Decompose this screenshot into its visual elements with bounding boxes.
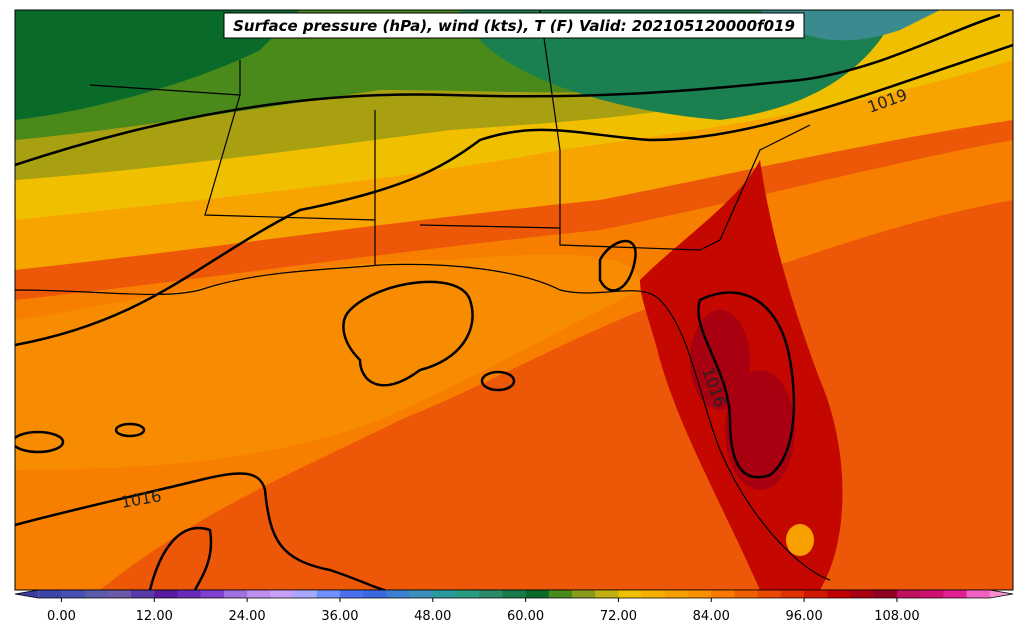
warm-spot	[786, 524, 814, 556]
colorbar-bin	[780, 590, 805, 598]
colorbar-bin	[618, 590, 643, 598]
colorbar-bin	[270, 590, 295, 598]
colorbar-tick-label: 108.00	[874, 609, 920, 624]
colorbar-tick-label: 24.00	[228, 609, 265, 624]
colorbar-bin	[339, 590, 364, 598]
colorbar-tick-label: 12.00	[136, 609, 173, 624]
colorbar-tick-label: 96.00	[786, 609, 823, 624]
colorbar-bin	[386, 590, 411, 598]
colorbar-bin	[966, 590, 991, 598]
colorbar-tick-label: 0.00	[47, 609, 76, 624]
colorbar-bin	[223, 590, 248, 598]
title: Surface pressure (hPa), wind (kts), T (F…	[233, 17, 795, 35]
colorbar-bin	[177, 590, 202, 598]
colorbar-bin	[502, 590, 527, 598]
colorbar: 0.00 12.00 24.00 36.00 48.00 60.00 72.00 84.00 9…	[14, 589, 1014, 624]
colorbar-bin	[804, 590, 828, 598]
colorbar-bin	[920, 590, 944, 598]
colorbar-bin	[247, 590, 271, 598]
colorbar-extension	[989, 590, 1013, 598]
colorbar-bin	[711, 590, 735, 598]
colorbar-tick-label: 60.00	[507, 609, 544, 624]
teal	[760, 10, 940, 41]
orange-region	[15, 254, 641, 470]
colorbar-bin	[316, 590, 341, 598]
colorbar-bin	[131, 590, 155, 598]
isobars	[15, 13, 1013, 590]
boundaries	[15, 10, 831, 581]
colorbar-bin	[455, 590, 480, 598]
colorbar-bin	[525, 590, 550, 598]
colorbar-bin	[293, 590, 318, 598]
colorbar-bin	[432, 590, 457, 598]
colorbar-bin	[873, 590, 898, 598]
colorbar-bin	[154, 590, 178, 598]
colorbar-bin	[200, 590, 225, 598]
colorbar-tick-label: 72.00	[600, 609, 637, 624]
colorbar-outline	[14, 589, 1014, 599]
temperature-field: 1019 1016 1016	[15, 10, 1013, 590]
colorbar-bin	[688, 590, 712, 598]
colorbar-bin	[943, 590, 968, 598]
colorbar-bin	[548, 590, 573, 598]
colorbar-bin	[595, 590, 619, 598]
colorbar-bin	[363, 590, 387, 598]
colorbar-bin	[734, 590, 759, 598]
colorbar-extension	[15, 590, 39, 598]
colorbar-bin	[641, 590, 666, 598]
colorbar-bin	[664, 590, 689, 598]
title-box	[223, 12, 805, 39]
colorbar-bin	[827, 590, 852, 598]
colorbar-bin	[61, 590, 86, 598]
colorbar-bin	[896, 590, 921, 598]
colorbar-bin	[850, 590, 875, 598]
colorbar-bin	[84, 590, 109, 598]
colorbar-bin	[479, 590, 503, 598]
colorbar-tick-label: 84.00	[693, 609, 730, 624]
colorbar-bin	[107, 590, 132, 598]
colorbar-bin	[572, 590, 596, 598]
colorbar-tick-label: 36.00	[321, 609, 358, 624]
colorbar-bin	[757, 590, 782, 598]
colorbar-tick-label: 48.00	[414, 609, 451, 624]
hot-spot	[725, 370, 795, 490]
colorbar-bin	[409, 590, 434, 598]
colorbar-bin	[38, 590, 62, 598]
